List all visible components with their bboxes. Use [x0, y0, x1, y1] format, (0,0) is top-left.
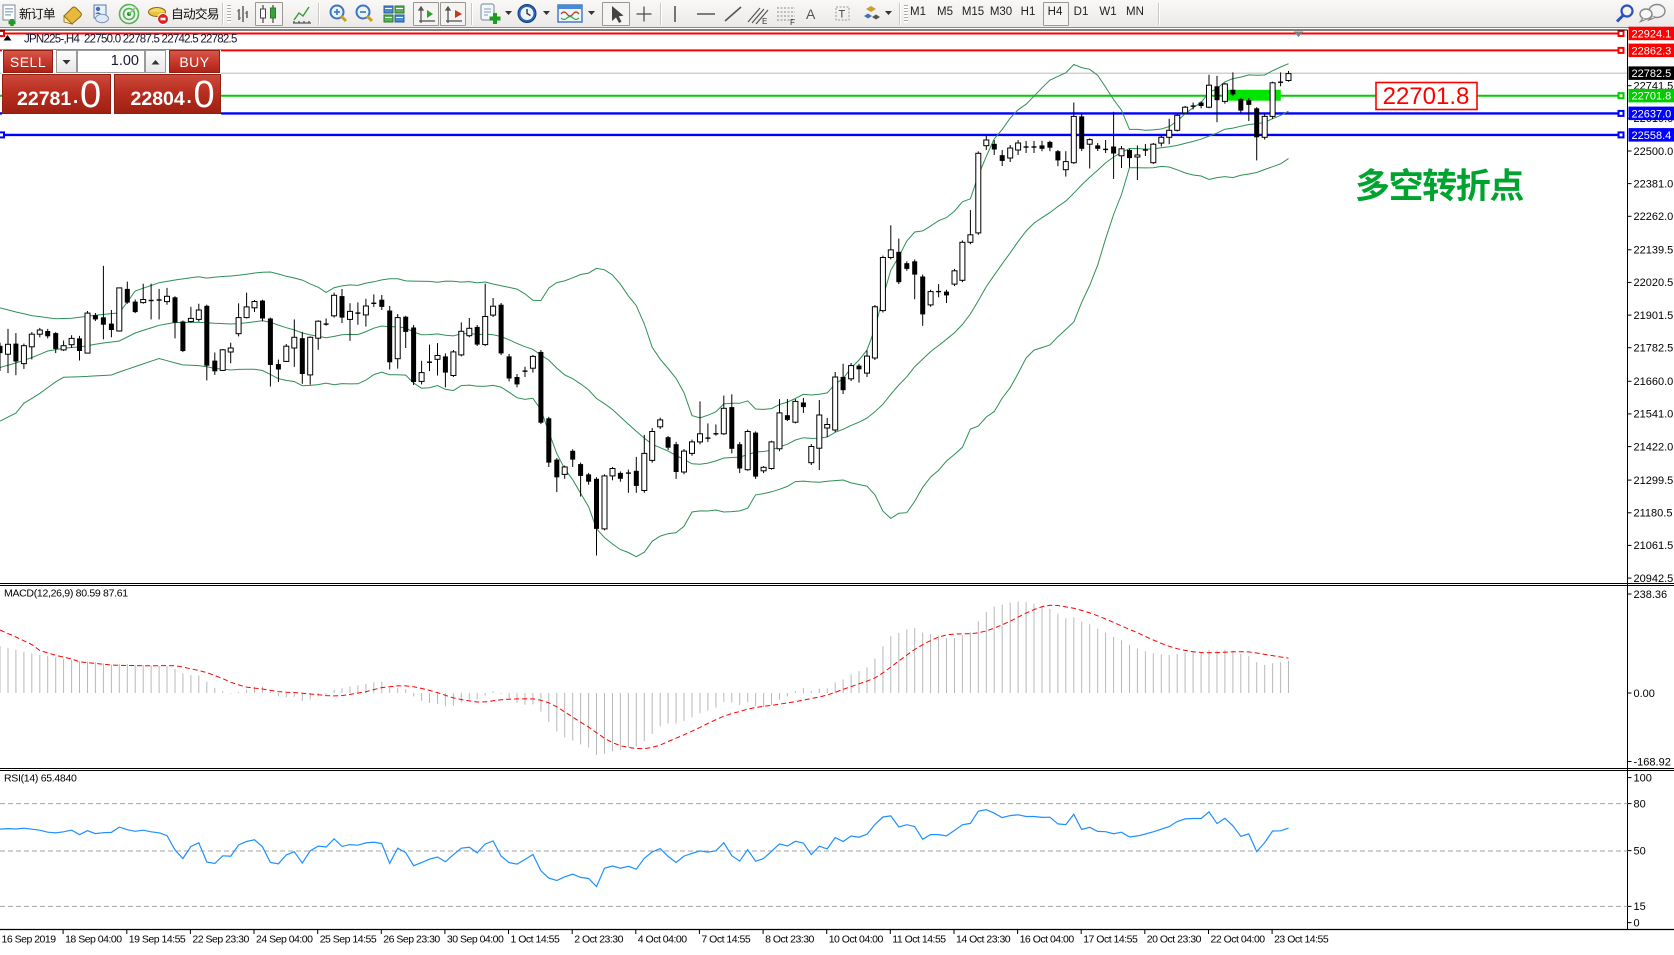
svg-text:20942.5: 20942.5 [1634, 573, 1674, 585]
svg-text:14 Oct 23:30: 14 Oct 23:30 [956, 934, 1011, 946]
svg-text:30 Sep 04:00: 30 Sep 04:00 [447, 934, 504, 946]
svg-text:1 Oct 14:55: 1 Oct 14:55 [511, 934, 560, 946]
svg-text:0: 0 [1634, 917, 1640, 929]
svg-text:MACD(12,26,9) 80.59 87.61: MACD(12,26,9) 80.59 87.61 [4, 588, 128, 600]
svg-text:15: 15 [1634, 901, 1646, 913]
svg-text:19 Sep 14:55: 19 Sep 14:55 [129, 934, 186, 946]
svg-text:16 Oct 04:00: 16 Oct 04:00 [1020, 934, 1075, 946]
svg-text:22 Oct 04:00: 22 Oct 04:00 [1211, 934, 1266, 946]
svg-text:18 Sep 04:00: 18 Sep 04:00 [65, 934, 122, 946]
svg-text:20 Oct 23:30: 20 Oct 23:30 [1147, 934, 1202, 946]
svg-text:21541.0: 21541.0 [1634, 409, 1674, 421]
svg-text:25 Sep 14:55: 25 Sep 14:55 [320, 934, 377, 946]
svg-text:22782.5: 22782.5 [1632, 68, 1672, 80]
svg-text:22862.3: 22862.3 [1632, 45, 1672, 57]
svg-text:21422.0: 21422.0 [1634, 441, 1674, 453]
svg-text:0.00: 0.00 [1634, 688, 1655, 700]
svg-text:4 Oct 04:00: 4 Oct 04:00 [638, 934, 687, 946]
svg-text:24 Sep 04:00: 24 Sep 04:00 [256, 934, 313, 946]
svg-text:22558.4: 22558.4 [1632, 130, 1672, 142]
svg-text:21901.5: 21901.5 [1634, 310, 1674, 322]
svg-text:11 Oct 14:55: 11 Oct 14:55 [892, 934, 946, 946]
svg-text:10 Oct 04:00: 10 Oct 04:00 [829, 934, 884, 946]
svg-text:22701.8: 22701.8 [1632, 91, 1672, 103]
svg-text:26 Sep 23:30: 26 Sep 23:30 [383, 934, 440, 946]
svg-text:21782.5: 21782.5 [1634, 343, 1674, 355]
svg-text:22139.5: 22139.5 [1634, 245, 1674, 257]
svg-text:23 Oct 14:55: 23 Oct 14:55 [1274, 934, 1329, 946]
svg-text:22500.0: 22500.0 [1634, 146, 1674, 158]
svg-text:100: 100 [1634, 772, 1652, 784]
svg-text:21299.5: 21299.5 [1634, 475, 1674, 487]
svg-text:22637.0: 22637.0 [1632, 108, 1672, 120]
svg-text:22262.0: 22262.0 [1634, 211, 1674, 223]
svg-text:16 Sep 2019: 16 Sep 2019 [2, 934, 57, 946]
svg-text:50: 50 [1634, 845, 1646, 857]
svg-text:22020.5: 22020.5 [1634, 277, 1674, 289]
svg-text:21061.5: 21061.5 [1634, 540, 1674, 552]
svg-text:8 Oct 23:30: 8 Oct 23:30 [765, 934, 814, 946]
svg-text:RSI(14) 65.4840: RSI(14) 65.4840 [4, 773, 77, 785]
svg-text:22701.8: 22701.8 [1383, 83, 1470, 110]
svg-text:-168.92: -168.92 [1634, 756, 1671, 768]
svg-text:80: 80 [1634, 798, 1646, 810]
svg-text:22381.0: 22381.0 [1634, 178, 1674, 190]
svg-text:21180.5: 21180.5 [1634, 508, 1673, 520]
svg-text:238.36: 238.36 [1634, 589, 1668, 601]
svg-text:2 Oct 23:30: 2 Oct 23:30 [574, 934, 623, 946]
svg-text:JPN225-,H4 22750.0 22787.5 22: JPN225-,H4 22750.0 22787.5 22742.5 22782… [24, 34, 237, 46]
svg-text:22 Sep 23:30: 22 Sep 23:30 [192, 934, 249, 946]
svg-text:17 Oct 14:55: 17 Oct 14:55 [1083, 934, 1138, 946]
svg-text:7 Oct 14:55: 7 Oct 14:55 [701, 934, 750, 946]
svg-text:21660.0: 21660.0 [1634, 376, 1674, 388]
svg-text:22924.1: 22924.1 [1632, 29, 1672, 41]
